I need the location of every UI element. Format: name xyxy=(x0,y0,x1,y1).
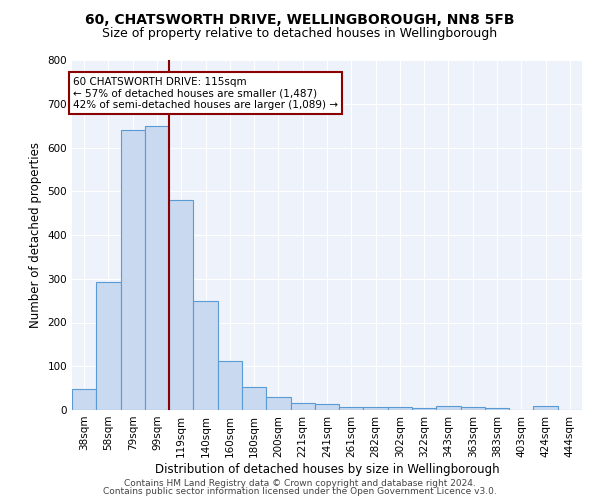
Bar xyxy=(290,404,315,410)
Text: 60, CHATSWORTH DRIVE, WELLINGBOROUGH, NN8 5FB: 60, CHATSWORTH DRIVE, WELLINGBOROUGH, NN… xyxy=(85,12,515,26)
Bar xyxy=(533,406,558,410)
Bar xyxy=(96,282,121,410)
Bar xyxy=(242,387,266,410)
Bar xyxy=(72,389,96,410)
Bar xyxy=(169,200,193,410)
Text: Size of property relative to detached houses in Wellingborough: Size of property relative to detached ho… xyxy=(103,28,497,40)
Bar xyxy=(145,126,169,410)
Bar xyxy=(485,408,509,410)
Text: Contains HM Land Registry data © Crown copyright and database right 2024.: Contains HM Land Registry data © Crown c… xyxy=(124,478,476,488)
Bar xyxy=(218,360,242,410)
Bar xyxy=(315,404,339,410)
Bar xyxy=(388,408,412,410)
Text: 60 CHATSWORTH DRIVE: 115sqm
← 57% of detached houses are smaller (1,487)
42% of : 60 CHATSWORTH DRIVE: 115sqm ← 57% of det… xyxy=(73,76,338,110)
Bar xyxy=(193,300,218,410)
X-axis label: Distribution of detached houses by size in Wellingborough: Distribution of detached houses by size … xyxy=(155,462,499,475)
Bar xyxy=(121,130,145,410)
Bar xyxy=(436,406,461,410)
Bar xyxy=(266,398,290,410)
Y-axis label: Number of detached properties: Number of detached properties xyxy=(29,142,42,328)
Bar xyxy=(339,406,364,410)
Bar xyxy=(461,406,485,410)
Bar xyxy=(412,408,436,410)
Text: Contains public sector information licensed under the Open Government Licence v3: Contains public sector information licen… xyxy=(103,487,497,496)
Bar xyxy=(364,408,388,410)
